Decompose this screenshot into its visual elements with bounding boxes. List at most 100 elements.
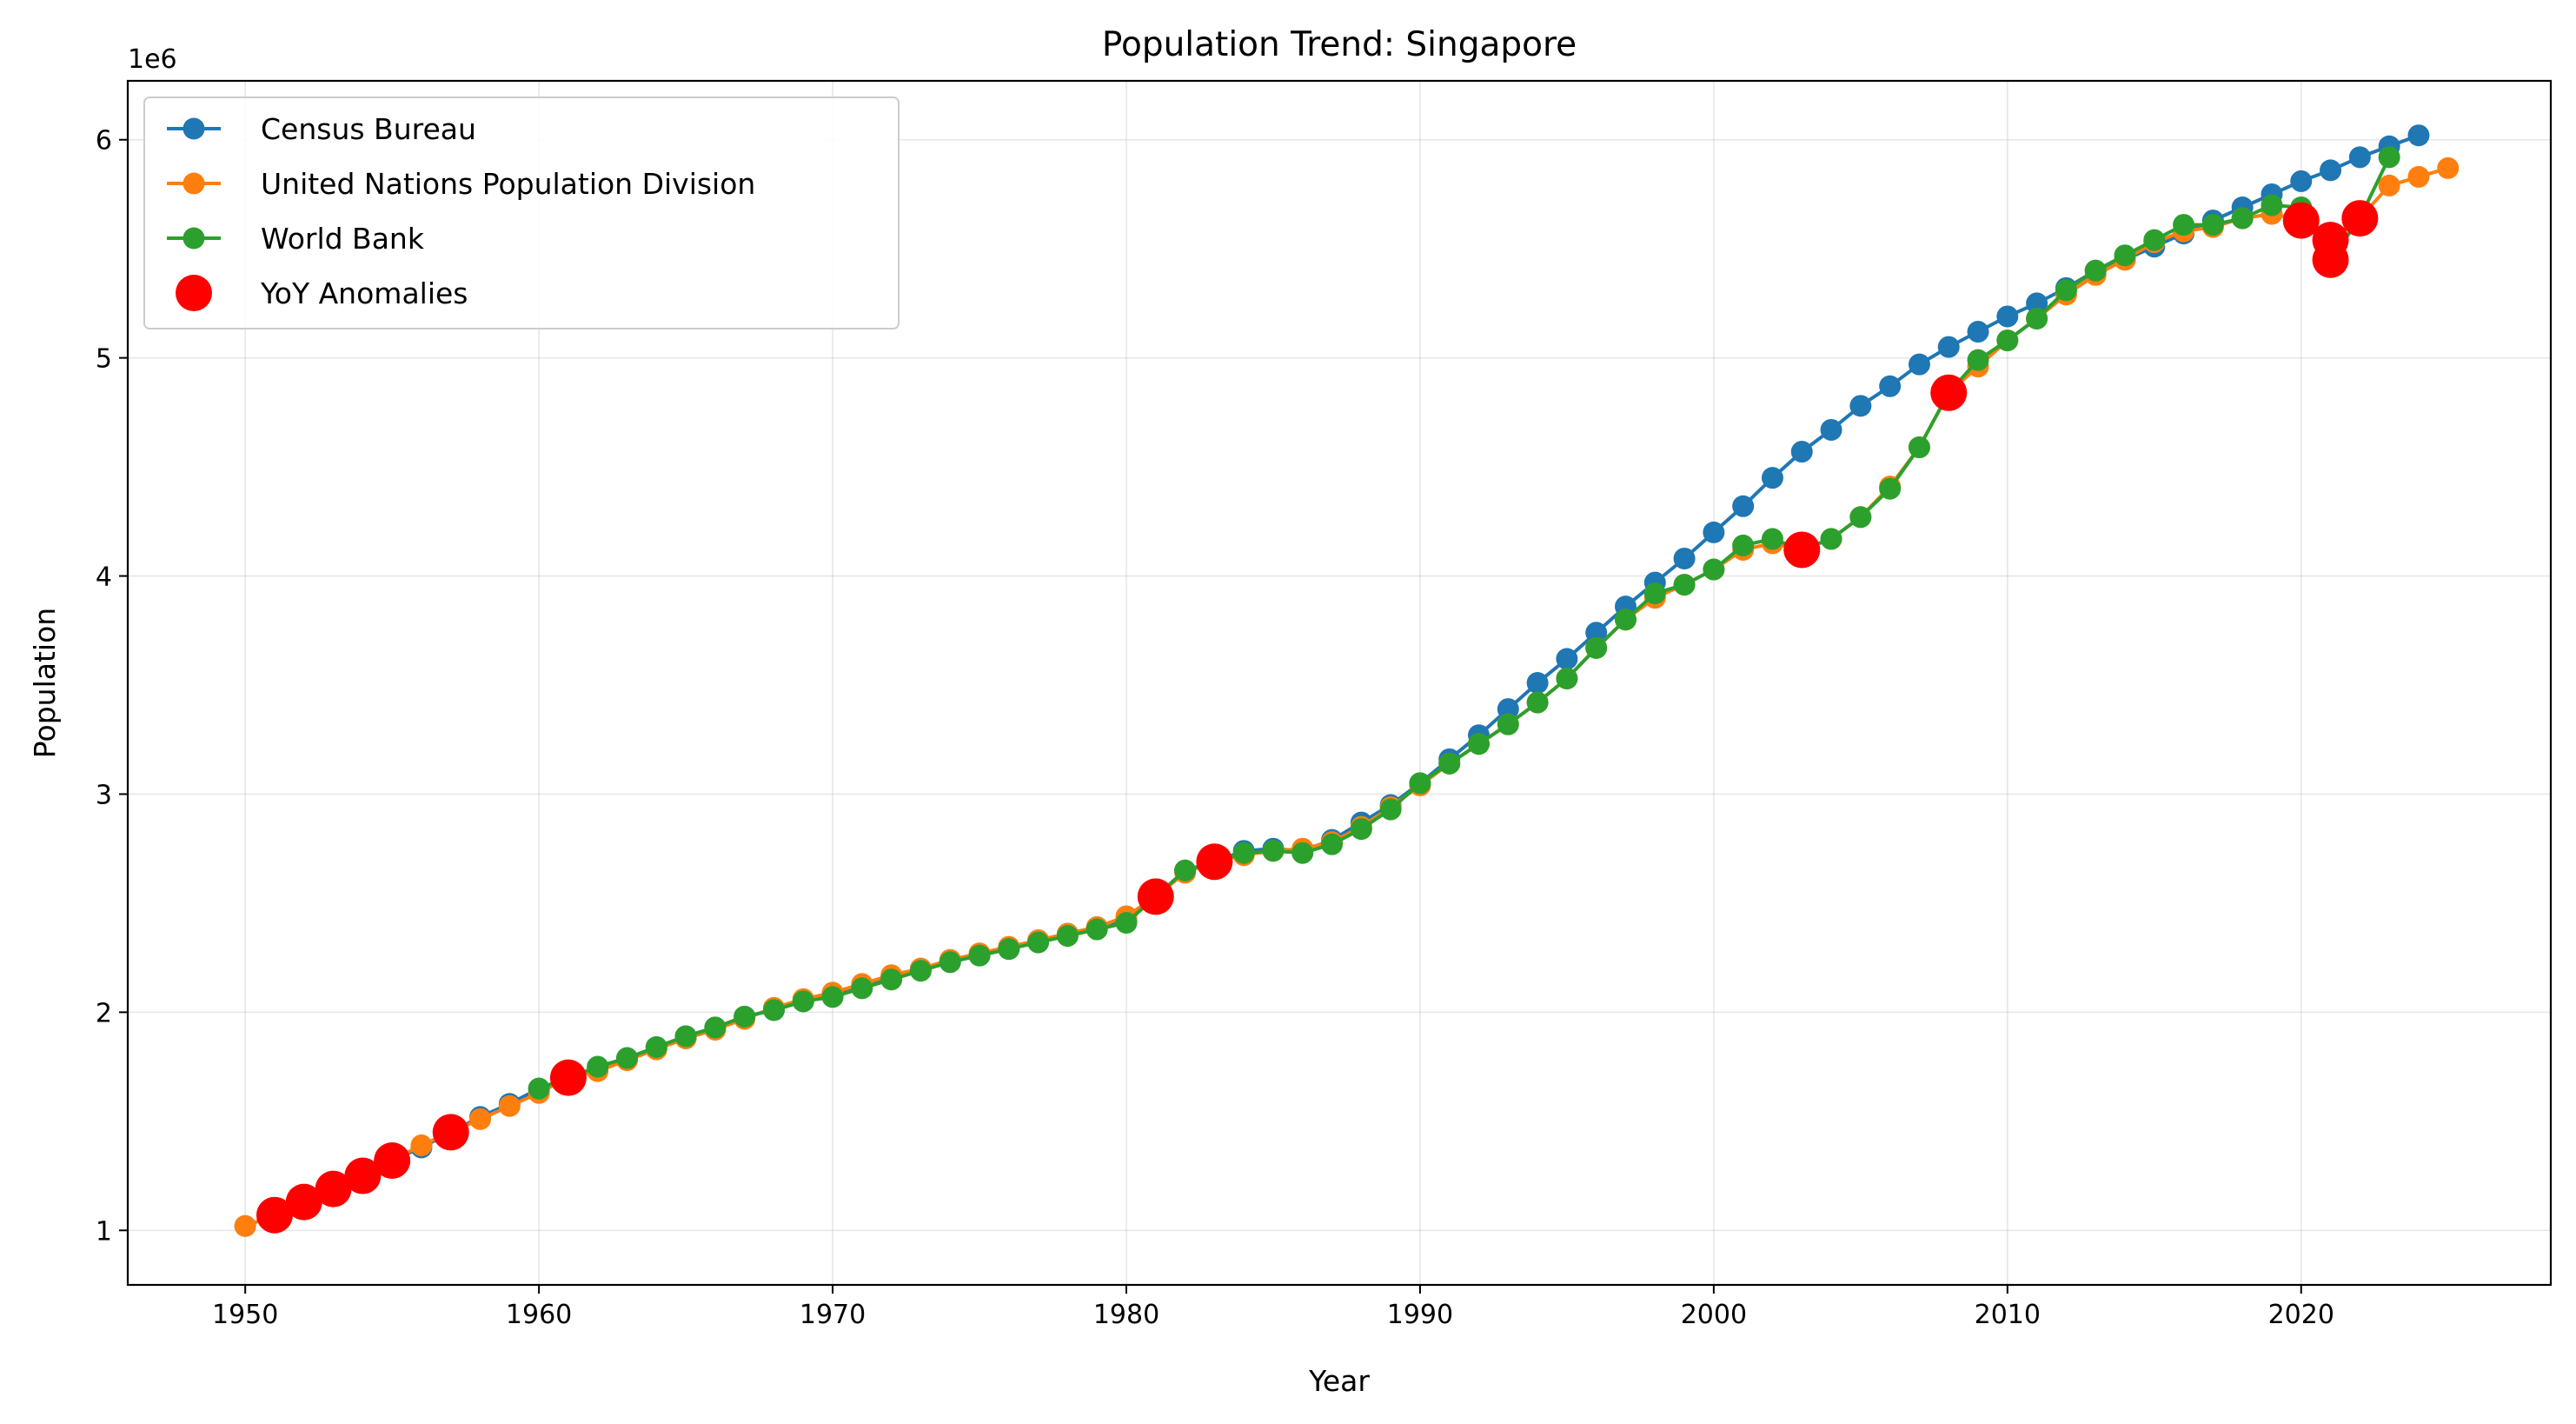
legend-label: Census Bureau <box>261 112 476 146</box>
legend-swatch-marker <box>183 172 205 195</box>
anomaly-point <box>315 1170 352 1208</box>
series-point <box>1321 833 1344 855</box>
series-point <box>880 968 903 991</box>
x-tick-label: 1950 <box>212 1300 278 1330</box>
x-tick-label: 2000 <box>1681 1300 1747 1330</box>
series-point <box>2055 279 2077 302</box>
series-point <box>1849 506 1872 529</box>
plot-frame <box>126 79 2553 1287</box>
series-point <box>1027 931 1050 954</box>
series-point <box>410 1134 433 1156</box>
series-point <box>1086 918 1108 941</box>
series-point <box>1497 698 1519 721</box>
series-point <box>2407 124 2430 147</box>
anomaly-point <box>374 1141 411 1179</box>
series-point <box>2114 244 2136 267</box>
series-point <box>2407 165 2430 188</box>
series-point <box>1585 622 1608 644</box>
series-point <box>498 1095 521 1117</box>
legend-label: United Nations Population Division <box>261 167 755 201</box>
series-point <box>734 1005 756 1028</box>
series-point <box>2437 156 2460 179</box>
series-point <box>2201 214 2224 236</box>
y-tick-label: 5 <box>96 344 112 375</box>
anomaly-point <box>2312 241 2349 278</box>
series-point <box>674 1025 697 1048</box>
x-axis-label: Year <box>1308 1364 1370 1398</box>
series-point <box>1820 418 1842 441</box>
anomaly-point <box>549 1059 587 1096</box>
anomaly-point <box>256 1196 293 1234</box>
legend-swatch-marker <box>176 275 212 311</box>
series-point <box>1703 558 1725 581</box>
legend-swatch-marker <box>183 227 205 250</box>
x-tick-label: 1990 <box>1387 1300 1453 1330</box>
series-point <box>1967 349 1989 371</box>
series-point <box>2378 146 2400 169</box>
x-tick-label: 1980 <box>1093 1300 1159 1330</box>
series-point <box>762 999 785 1021</box>
series-point <box>2026 307 2048 329</box>
series-point <box>1556 667 1578 689</box>
series-point <box>1497 713 1519 735</box>
series-point <box>1996 329 2019 352</box>
series-point <box>851 977 873 1000</box>
anomaly-point <box>1930 374 1968 411</box>
series-point <box>1350 818 1372 841</box>
x-tick-label: 2020 <box>2268 1300 2334 1330</box>
series-line <box>243 166 2450 1228</box>
legend-box <box>143 96 900 329</box>
series-point <box>1908 436 1930 459</box>
series-point <box>1526 691 1549 714</box>
anomaly-point <box>1196 843 1233 881</box>
y-tick-label: 1 <box>96 1216 112 1247</box>
series-point <box>792 990 814 1013</box>
series-point <box>1438 752 1461 775</box>
y-tick-label: 6 <box>96 126 112 156</box>
series-point <box>1232 842 1255 864</box>
series-point <box>587 1055 609 1078</box>
anomaly-point <box>432 1114 469 1151</box>
series-point <box>2231 207 2254 230</box>
series-point <box>1761 528 1783 550</box>
series-point <box>998 938 1020 961</box>
x-axis-ticks: 1950 1960 1970 1980 1990 2000 2010 2020 <box>212 1285 2334 1330</box>
anomaly-layer <box>256 200 2379 1234</box>
series-point <box>1732 534 1755 556</box>
series-point <box>1820 528 1842 550</box>
series-point <box>2378 174 2400 196</box>
series-point <box>1379 798 1402 821</box>
x-tick-label: 1970 <box>800 1300 866 1330</box>
series-point <box>1996 305 2019 328</box>
series-point <box>1703 521 1725 543</box>
y-tick-label: 4 <box>96 562 112 593</box>
series-point <box>1056 925 1079 948</box>
y-axis-ticks: 1 2 3 4 5 6 <box>96 126 128 1247</box>
series-point <box>1673 574 1696 596</box>
x-tick-label: 1960 <box>506 1300 572 1330</box>
series-point <box>645 1036 667 1059</box>
legend: Census Bureau United Nations Population D… <box>143 96 900 329</box>
x-tick-label: 2010 <box>1975 1300 2041 1330</box>
series-point <box>1732 495 1755 517</box>
series-line <box>537 155 2392 1091</box>
legend-swatch-marker <box>183 117 205 140</box>
series-point <box>1291 842 1314 864</box>
y-axis-offset-label: 1e6 <box>128 44 177 75</box>
series-point <box>1849 395 1872 417</box>
anomaly-point <box>1137 878 1174 915</box>
anomaly-point <box>1783 531 1821 569</box>
series-point <box>615 1047 638 1069</box>
series-point <box>528 1077 550 1100</box>
anomaly-point <box>2341 200 2379 237</box>
series-point <box>2143 229 2166 251</box>
anomaly-point <box>285 1183 322 1221</box>
series-point <box>469 1108 492 1130</box>
series-point <box>1879 477 1902 500</box>
series-point <box>821 986 844 1008</box>
series-point <box>1262 840 1285 862</box>
series-point <box>1967 321 1989 343</box>
anomaly-point <box>2282 202 2320 239</box>
series-point <box>1673 547 1696 569</box>
